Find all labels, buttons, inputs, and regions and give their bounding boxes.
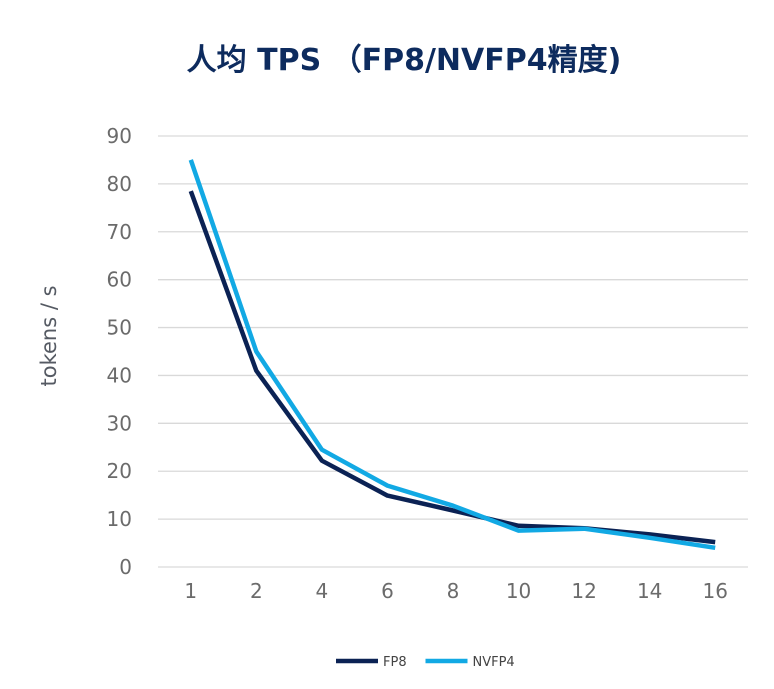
x-tick-label: 4 bbox=[316, 579, 329, 603]
gridlines bbox=[158, 135, 748, 568]
y-axis-title: tokens / s bbox=[37, 285, 61, 386]
x-axis-tick-labels: 1 2 4 6 8 10 12 14 16 bbox=[184, 579, 728, 603]
y-tick-label: 10 bbox=[107, 507, 132, 531]
y-tick-label: 30 bbox=[107, 411, 132, 435]
legend: FP8 NVFP4 bbox=[336, 655, 515, 670]
legend-label-fp8: FP8 bbox=[383, 655, 407, 670]
y-tick-label: 80 bbox=[107, 172, 132, 196]
y-tick-label: 70 bbox=[107, 220, 132, 244]
legend-label-nvfp4: NVFP4 bbox=[473, 655, 515, 670]
y-axis-tick-labels: 0 10 20 30 40 50 60 70 80 90 bbox=[107, 124, 132, 579]
y-tick-label: 20 bbox=[107, 459, 132, 483]
y-tick-label: 40 bbox=[107, 363, 132, 387]
chart-title: 人均 TPS （FP8/NVFP4精度) bbox=[187, 43, 622, 78]
y-tick-label: 0 bbox=[119, 555, 132, 579]
series-line-fp8 bbox=[188, 190, 716, 545]
x-tick-label: 6 bbox=[381, 579, 394, 603]
x-tick-label: 8 bbox=[447, 579, 460, 603]
x-tick-label: 2 bbox=[250, 579, 263, 603]
x-tick-label: 12 bbox=[571, 579, 596, 603]
y-tick-label: 60 bbox=[107, 268, 132, 292]
series-lines bbox=[188, 159, 716, 551]
y-tick-label: 50 bbox=[107, 316, 132, 340]
series-line-nvfp4 bbox=[188, 159, 716, 551]
x-tick-label: 10 bbox=[506, 579, 531, 603]
x-tick-label: 14 bbox=[637, 579, 662, 603]
x-tick-label: 16 bbox=[702, 579, 727, 603]
x-tick-label: 1 bbox=[184, 579, 197, 603]
y-tick-label: 90 bbox=[107, 124, 132, 148]
